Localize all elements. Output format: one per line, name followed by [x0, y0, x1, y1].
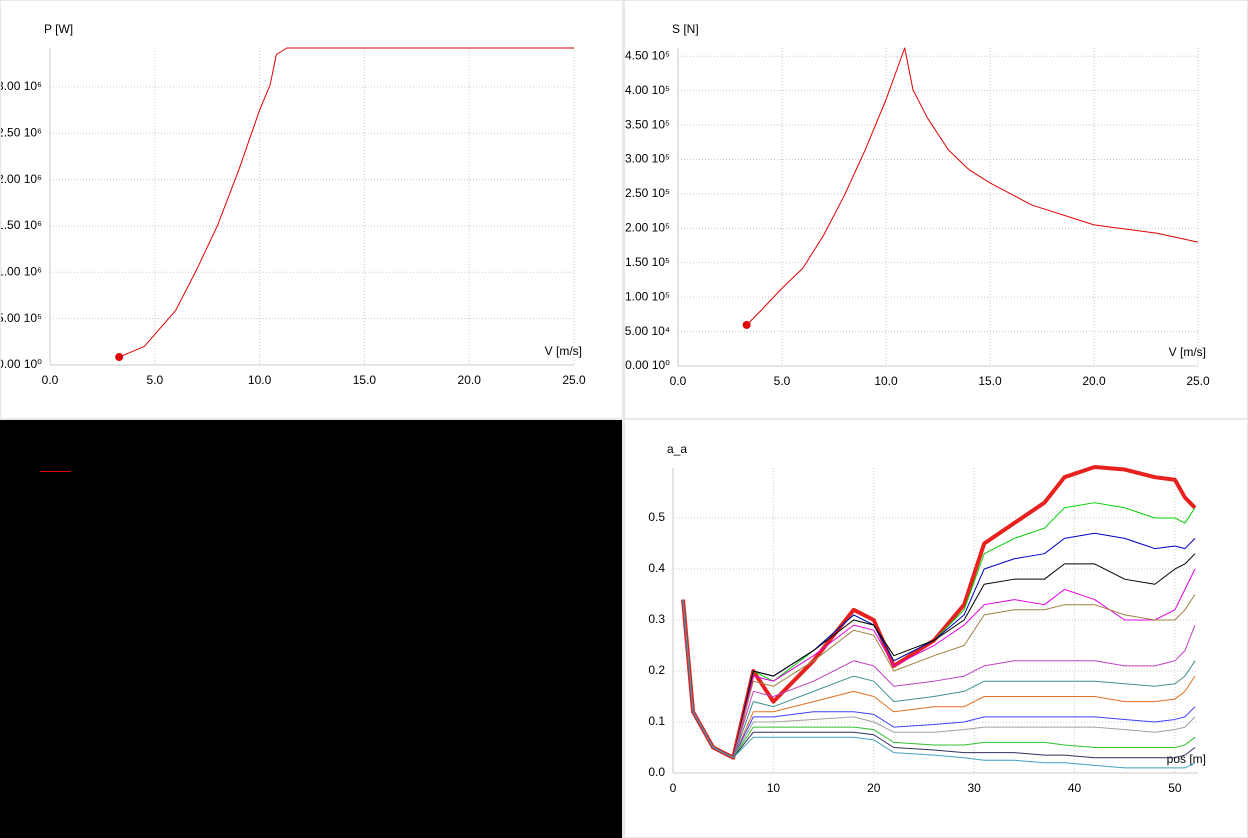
- x-tick-label: 30: [967, 781, 981, 795]
- y-tick-label: 0.1: [648, 714, 665, 728]
- series-line: [682, 502, 1196, 759]
- x-tick-label: 0.0: [670, 374, 687, 388]
- x-tick-label: 20: [867, 781, 881, 795]
- y-tick-label: 0.5: [648, 510, 665, 524]
- y-tick-label: 3.00 10⁵: [625, 152, 670, 166]
- y-tick-label: 4.50 10⁵: [625, 48, 670, 62]
- y-tick-label: 0.3: [648, 612, 665, 626]
- x-tick-label: 25.0: [1186, 374, 1210, 388]
- y-axis-label: a_a: [667, 442, 687, 456]
- legend-line: [40, 471, 71, 472]
- series-line: [682, 599, 1196, 759]
- operating-point: [742, 320, 751, 329]
- empty-panel: [0, 420, 622, 838]
- series-line: [118, 47, 574, 358]
- series-line: [682, 599, 1196, 759]
- x-tick-label: 50: [1168, 781, 1182, 795]
- y-tick-label: 4.00 10⁵: [625, 83, 670, 97]
- x-axis-label: V [m/s]: [545, 344, 582, 358]
- series-line: [682, 553, 1196, 759]
- y-tick-label: 1.50 10⁵: [625, 255, 670, 269]
- series-line: [682, 599, 1196, 769]
- x-axis-label: V [m/s]: [1169, 345, 1206, 359]
- y-tick-label: 2.00 10⁵: [625, 221, 670, 235]
- series-line: [682, 599, 1196, 759]
- power-chart: 0.0 5.0 10.0 15.0 20.0 25.0 0.00 10⁰ 5.00 10⁵ 1.…: [1, 1, 622, 418]
- y-tick-label: 1.00 10⁵: [625, 289, 670, 303]
- y-tick-label: 0.0: [648, 765, 665, 779]
- y-axis-label: P [W]: [44, 22, 73, 36]
- series-line: [682, 599, 1196, 759]
- y-axis-label: S [N]: [672, 22, 699, 36]
- series-line: [682, 568, 1196, 759]
- operating-point: [115, 353, 124, 362]
- x-tick-label: 0: [670, 781, 677, 795]
- y-tick-label: 3.00 10⁶: [1, 79, 42, 93]
- x-tick-label: 25.0: [562, 373, 586, 387]
- series-line: [682, 599, 1196, 759]
- x-tick-label: 10.0: [248, 373, 272, 387]
- series-line: [746, 47, 1199, 326]
- x-tick-label: 5.0: [146, 373, 163, 387]
- x-tick-label: 15.0: [978, 374, 1002, 388]
- x-tick-label: 10.0: [874, 374, 898, 388]
- y-tick-label: 0.2: [648, 663, 665, 677]
- x-tick-label: 40: [1068, 781, 1082, 795]
- y-tick-label: 0.4: [648, 561, 665, 575]
- series-line: [682, 599, 1196, 759]
- x-tick-label: 20.0: [1082, 374, 1106, 388]
- x-tick-label: 0.0: [42, 373, 59, 387]
- y-tick-label: 1.00 10⁶: [1, 264, 42, 278]
- series-line: [682, 594, 1196, 759]
- y-tick-label: 3.50 10⁵: [625, 117, 670, 131]
- x-tick-label: 15.0: [353, 373, 377, 387]
- x-axis-label: pos [m]: [1167, 752, 1206, 766]
- y-tick-label: 0.00 10⁰: [1, 357, 42, 371]
- y-tick-label: 0.00 10⁰: [625, 358, 670, 372]
- y-tick-label: 1.50 10⁶: [1, 218, 42, 232]
- series-line: [682, 599, 1196, 759]
- y-tick-label: 2.50 10⁵: [625, 186, 670, 200]
- x-tick-label: 20.0: [458, 373, 482, 387]
- thrust-chart: 0.0 5.0 10.0 15.0 20.0 25.0 0.00 10⁰ 5.00 10⁴ 1.…: [625, 1, 1247, 418]
- y-tick-label: 5.00 10⁵: [1, 311, 42, 325]
- x-tick-label: 10: [767, 781, 781, 795]
- y-tick-label: 5.00 10⁴: [625, 324, 670, 338]
- y-tick-label: 2.50 10⁶: [1, 125, 42, 139]
- y-tick-label: 2.00 10⁶: [1, 172, 42, 186]
- x-tick-label: 5.0: [774, 374, 791, 388]
